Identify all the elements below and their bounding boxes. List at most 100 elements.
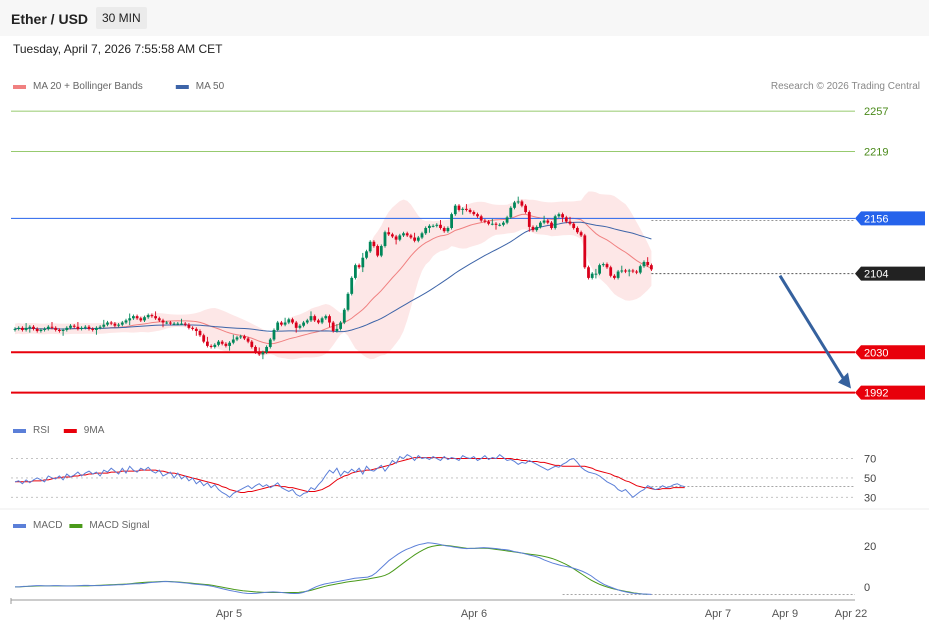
candle-body bbox=[446, 227, 450, 232]
candle-body bbox=[83, 326, 87, 328]
candle-body bbox=[313, 316, 317, 321]
candle-body bbox=[342, 309, 346, 323]
level-tag-2030 bbox=[855, 345, 925, 360]
x-tick-Apr-9: Apr 9 bbox=[772, 608, 798, 620]
candle-body bbox=[524, 205, 527, 213]
candle-body bbox=[220, 341, 224, 344]
candle-body bbox=[176, 323, 180, 325]
candle-body bbox=[143, 317, 146, 321]
rsi-line bbox=[14, 453, 685, 498]
timeframe-badge[interactable]: 30 MIN bbox=[96, 7, 147, 29]
candle-body bbox=[498, 224, 502, 226]
candle-body bbox=[217, 341, 220, 345]
candle-body bbox=[453, 205, 457, 215]
candle-body bbox=[416, 237, 420, 241]
candle-body bbox=[276, 322, 280, 330]
candle-body bbox=[490, 223, 494, 225]
candle-body bbox=[254, 346, 257, 353]
candle-body bbox=[424, 227, 428, 234]
candle-body bbox=[583, 235, 587, 268]
level-label-2104: 2104 bbox=[864, 269, 888, 281]
candle-body bbox=[261, 352, 265, 355]
candle-body bbox=[302, 322, 305, 326]
candle-body bbox=[213, 344, 217, 347]
candle-body bbox=[61, 329, 65, 332]
candle-body bbox=[102, 324, 106, 327]
candle-body bbox=[531, 226, 535, 231]
level-tag-2104 bbox=[855, 266, 925, 281]
price-legend-label-1: MA 50 bbox=[196, 81, 225, 92]
candle-body bbox=[457, 205, 461, 210]
candle-body bbox=[564, 217, 568, 222]
forecast-arrow-shaft bbox=[778, 274, 846, 381]
candle-body bbox=[435, 224, 439, 226]
candle-body bbox=[65, 327, 69, 330]
x-tick-Apr-6: Apr 6 bbox=[461, 608, 487, 620]
candle-body bbox=[594, 273, 598, 275]
candle-body bbox=[320, 318, 324, 323]
candle-body bbox=[183, 323, 187, 325]
level-label-1992: 1992 bbox=[864, 388, 888, 400]
macd-tick-20: 20 bbox=[864, 541, 876, 553]
candle-body bbox=[13, 328, 17, 330]
candle-body bbox=[32, 326, 35, 329]
candle-body bbox=[246, 338, 250, 342]
candle-body bbox=[527, 212, 531, 227]
level-label-2156: 2156 bbox=[864, 213, 888, 225]
candle-body bbox=[502, 222, 505, 225]
candle-body bbox=[520, 201, 524, 206]
candle-body bbox=[298, 325, 302, 328]
candle-body bbox=[409, 235, 413, 238]
candle-body bbox=[461, 208, 465, 210]
candle-body bbox=[439, 224, 442, 228]
candle-body bbox=[35, 328, 39, 332]
rsi-tick-50: 50 bbox=[864, 473, 876, 485]
candle-body bbox=[365, 251, 368, 258]
candle-body bbox=[638, 266, 642, 273]
candle-body bbox=[391, 234, 394, 237]
candle-body bbox=[172, 323, 176, 325]
candle-body bbox=[187, 324, 191, 328]
candle-body bbox=[58, 329, 61, 332]
candle-body bbox=[387, 232, 391, 235]
candle-body bbox=[206, 341, 209, 346]
candle-body bbox=[287, 319, 291, 323]
candle-body bbox=[72, 325, 76, 327]
level-label-2219: 2219 bbox=[864, 146, 888, 158]
candle-body bbox=[305, 320, 309, 323]
candle-body bbox=[620, 270, 624, 272]
candle-body bbox=[631, 270, 635, 272]
candle-body bbox=[368, 241, 372, 252]
candle-body bbox=[553, 216, 557, 228]
candle-body bbox=[627, 270, 631, 272]
candle-body bbox=[191, 327, 194, 329]
candle-body bbox=[54, 327, 58, 330]
bollinger-band bbox=[15, 191, 652, 360]
candle-body bbox=[24, 327, 28, 330]
rsi-tick-70: 70 bbox=[864, 454, 876, 466]
level-tag-2156 bbox=[855, 211, 925, 226]
candle-body bbox=[113, 323, 117, 326]
candle-body bbox=[383, 232, 387, 247]
candle-body bbox=[194, 328, 198, 332]
candle-body bbox=[157, 318, 161, 321]
candle-body bbox=[139, 318, 143, 321]
candle-body bbox=[650, 265, 653, 270]
candle-body bbox=[394, 236, 398, 240]
level-tag-1992 bbox=[855, 385, 925, 400]
candle-body bbox=[601, 264, 605, 266]
candle-body bbox=[442, 227, 446, 232]
candle-body bbox=[546, 220, 550, 223]
candle-body bbox=[642, 261, 646, 267]
rsi-ma-line bbox=[15, 457, 685, 493]
candle-body bbox=[361, 257, 365, 268]
candle-body bbox=[616, 271, 620, 278]
price-legend-label-0: MA 20 + Bollinger Bands bbox=[33, 81, 143, 92]
candle-body bbox=[379, 246, 383, 256]
macd-legend-swatch-1 bbox=[69, 524, 83, 528]
candle-body bbox=[576, 227, 579, 233]
candle-body bbox=[239, 336, 243, 338]
candle-body bbox=[487, 221, 490, 224]
candle-body bbox=[95, 327, 98, 330]
